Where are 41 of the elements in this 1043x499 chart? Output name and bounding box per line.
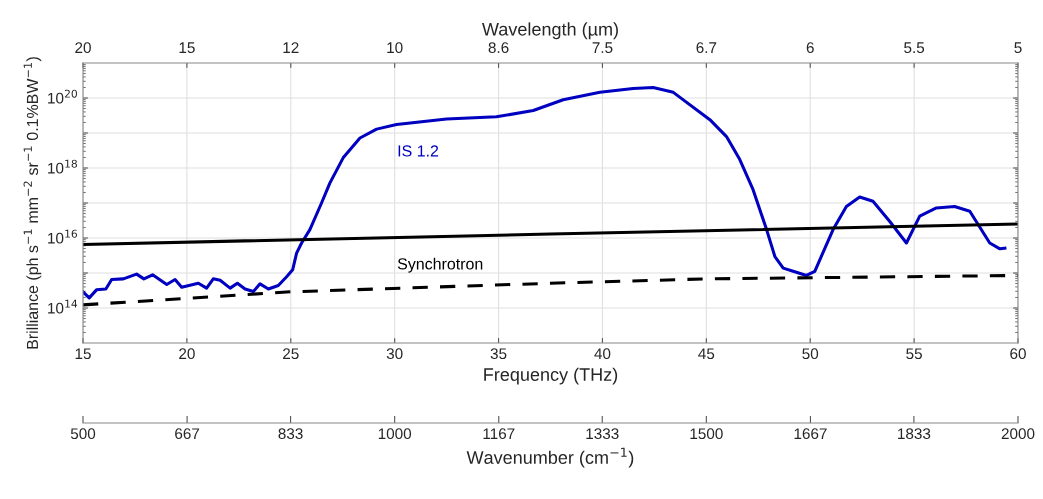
x-tick-label: 60: [1010, 348, 1026, 360]
x2-tick-label: 1000: [378, 428, 412, 440]
x-tick-label: 50: [802, 348, 819, 360]
x2-axis-title: Wavenumber (cm$^{−1}$): [466, 447, 634, 468]
x-tick-label: 45: [698, 348, 715, 360]
text: 7.5: [592, 42, 613, 54]
x-tick-label: 30: [386, 348, 403, 360]
x2-tick-label: 2000: [1001, 428, 1035, 440]
text: 12: [283, 42, 299, 53]
x-axis-title: Frequency (THz): [484, 367, 618, 385]
series-label: IS 1.2: [398, 145, 439, 157]
text: 5.5: [904, 42, 925, 54]
x2-tick-label: 1500: [690, 428, 723, 440]
text: Brilliance (ph s$^{−1}$ mm$^{−2}$ sr$^{−1}$ 0.1%BW$^{−1}$): [23, 57, 42, 349]
text: 20: [75, 42, 91, 54]
text: Wavelength (µm): [482, 22, 618, 40]
y-tick-label: 10$^{18}$: [48, 159, 77, 174]
x-tick-label: 35: [490, 348, 507, 360]
x-tick-label: 40: [594, 348, 611, 360]
text: 10: [387, 42, 403, 54]
x2-tick-label: 1833: [898, 428, 931, 440]
x2-tick-label: 500: [70, 428, 96, 440]
text: 8.6: [488, 42, 509, 54]
y-tick-label: 10$^{14}$: [48, 299, 78, 314]
x2-tick-label: 833: [278, 428, 303, 440]
y-tick-label: 10$^{20}$: [48, 89, 78, 104]
x2-tick-label: 1167: [483, 428, 515, 440]
x2-tick-label: 1667: [794, 428, 827, 440]
series-label: Synchrotron: [397, 257, 483, 273]
text: 6.7: [696, 42, 717, 54]
text: 5: [1014, 42, 1022, 54]
line-series: [83, 85, 1007, 300]
x-tick-label: 55: [906, 348, 922, 360]
x2-tick-label: 1333: [586, 428, 619, 440]
x2-tick-label: 667: [175, 428, 200, 440]
x-tick-label: 20: [179, 348, 195, 360]
y-tick-label: 10$^{16}$: [48, 229, 78, 244]
text: 6: [806, 42, 814, 54]
x-tick-label: 25: [283, 348, 299, 360]
x-tick-label: 15: [75, 348, 91, 360]
text: 15: [179, 42, 195, 54]
